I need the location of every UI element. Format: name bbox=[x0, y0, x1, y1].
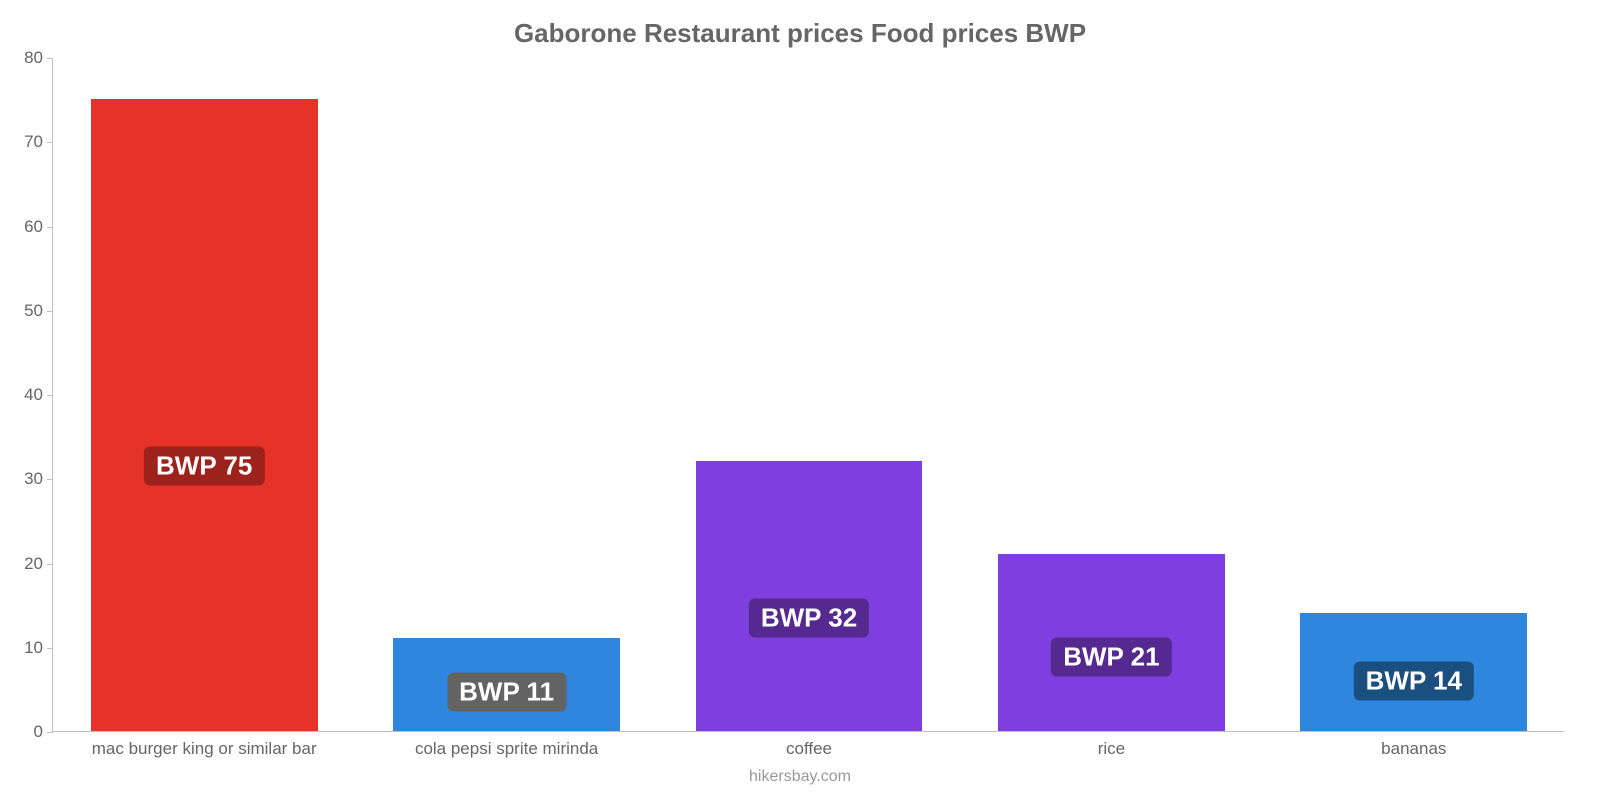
attribution-text: hikersbay.com bbox=[0, 768, 1600, 786]
ytick-mark bbox=[47, 142, 53, 143]
ytick-mark bbox=[47, 479, 53, 480]
xtick-label: cola pepsi sprite mirinda bbox=[415, 739, 598, 759]
ytick-mark bbox=[47, 311, 53, 312]
value-badge: BWP 14 bbox=[1354, 662, 1474, 701]
ytick-mark bbox=[47, 648, 53, 649]
xtick-label: rice bbox=[1098, 739, 1125, 759]
value-badge: BWP 32 bbox=[749, 598, 869, 637]
ytick-mark bbox=[47, 227, 53, 228]
ytick-mark bbox=[47, 564, 53, 565]
value-badge: BWP 75 bbox=[144, 446, 264, 485]
ytick-label: 40 bbox=[24, 385, 43, 405]
ytick-label: 0 bbox=[34, 722, 43, 742]
xtick-label: coffee bbox=[786, 739, 832, 759]
value-badge: BWP 11 bbox=[447, 673, 566, 712]
ytick-label: 20 bbox=[24, 554, 43, 574]
bar bbox=[91, 99, 318, 731]
ytick-label: 30 bbox=[24, 469, 43, 489]
ytick-label: 80 bbox=[24, 48, 43, 68]
xtick-label: mac burger king or similar bar bbox=[92, 739, 317, 759]
plot-area: 01020304050607080BWP 75mac burger king o… bbox=[52, 58, 1564, 732]
xtick-label: bananas bbox=[1381, 739, 1446, 759]
ytick-label: 70 bbox=[24, 132, 43, 152]
ytick-mark bbox=[47, 732, 53, 733]
bar bbox=[696, 461, 923, 731]
ytick-label: 10 bbox=[24, 638, 43, 658]
value-badge: BWP 21 bbox=[1051, 637, 1171, 676]
chart-title: Gaborone Restaurant prices Food prices B… bbox=[0, 18, 1600, 49]
ytick-mark bbox=[47, 58, 53, 59]
ytick-mark bbox=[47, 395, 53, 396]
ytick-label: 60 bbox=[24, 217, 43, 237]
ytick-label: 50 bbox=[24, 301, 43, 321]
